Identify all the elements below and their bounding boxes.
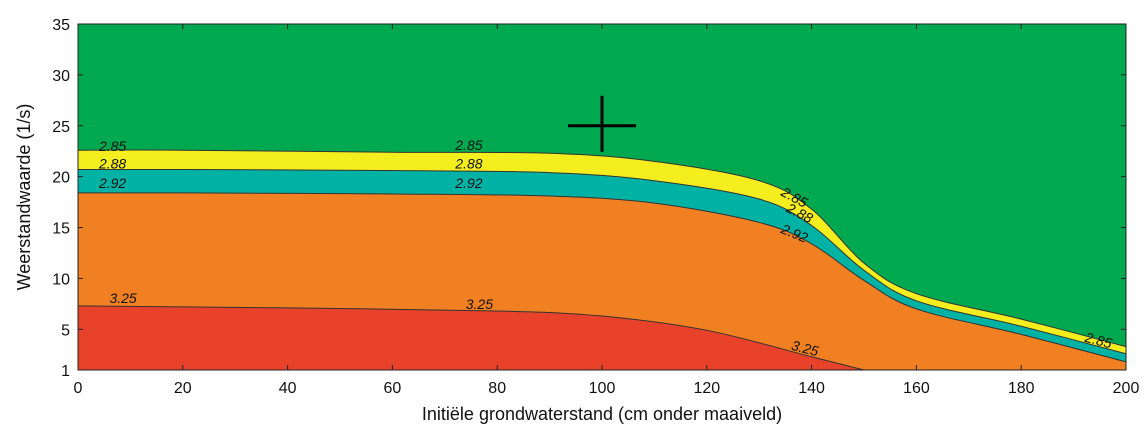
contour-labels: 2.85 2.852.852.852.88 2.882.882.92 2.922.92… bbox=[98, 137, 1114, 359]
x-tick-label: 160 bbox=[903, 380, 930, 397]
y-tick-label: 5 bbox=[61, 322, 70, 339]
contour-line-2-92 bbox=[77, 192, 1127, 363]
y-tick-label: 30 bbox=[52, 68, 70, 85]
contour-label: 2.92 bbox=[454, 175, 482, 191]
x-tick-label: 180 bbox=[1008, 380, 1035, 397]
x-axis-ticks: 0 20 40 60 80 100 120 140 160 180 200 bbox=[74, 24, 1140, 397]
y-tick-label: 15 bbox=[52, 221, 70, 238]
contour-label: 2.85 bbox=[1082, 329, 1114, 352]
x-tick-label: 40 bbox=[279, 380, 297, 397]
x-tick-label: 140 bbox=[798, 380, 825, 397]
band-above-3-25 bbox=[78, 305, 864, 370]
x-tick-label: 120 bbox=[693, 380, 720, 397]
y-tick-label: 10 bbox=[52, 271, 70, 288]
plus-marker bbox=[568, 95, 636, 152]
contour-label: 2.92 bbox=[98, 175, 126, 191]
y-axis-label: Weerstandwaarde (1/s) bbox=[14, 104, 34, 291]
contour-label: 2.88 bbox=[454, 156, 482, 172]
contour-label: 2.85 bbox=[454, 137, 482, 153]
contour-label: 3.25 bbox=[109, 290, 136, 306]
contour-label: 2.88 bbox=[98, 156, 126, 172]
contour-label: 2.85 bbox=[98, 138, 126, 154]
contour-line-2-88 bbox=[77, 168, 1127, 355]
y-tick-label: 20 bbox=[52, 170, 70, 187]
x-tick-label: 60 bbox=[384, 380, 402, 397]
contour-lines bbox=[77, 149, 1127, 371]
y-tick-label: 25 bbox=[52, 119, 70, 136]
x-tick-label: 200 bbox=[1113, 380, 1140, 397]
contour-fills bbox=[78, 24, 1126, 370]
y-tick-label: 35 bbox=[52, 17, 70, 34]
contour-line-2-85 bbox=[77, 149, 1127, 348]
x-tick-label: 0 bbox=[74, 380, 83, 397]
y-tick-label: 1 bbox=[61, 363, 70, 380]
contour-label: 3.25 bbox=[466, 296, 493, 312]
x-tick-label: 80 bbox=[488, 380, 506, 397]
x-tick-label: 100 bbox=[589, 380, 616, 397]
x-tick-label: 20 bbox=[174, 380, 192, 397]
contour-label: 3.25 bbox=[790, 337, 821, 359]
x-axis-label: Initiële grondwaterstand (cm onder maaiv… bbox=[422, 404, 782, 424]
contour-line-3-25 bbox=[77, 305, 865, 371]
